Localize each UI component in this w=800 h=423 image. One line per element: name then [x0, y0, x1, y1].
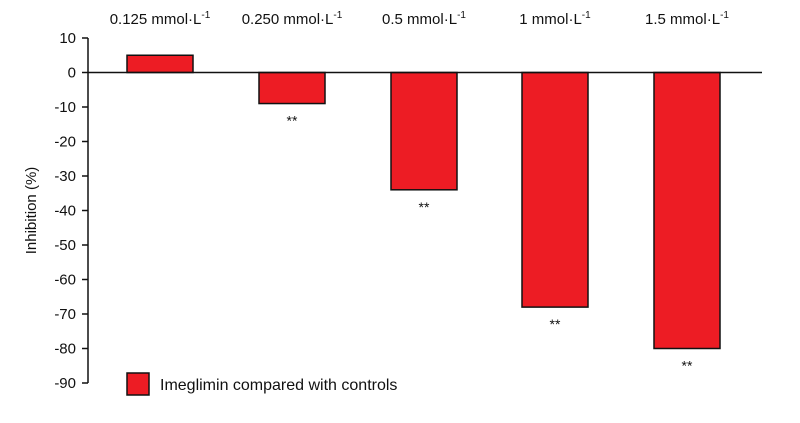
y-tick-label: -20	[54, 134, 76, 151]
category-label: 0.250 mmol·L-1	[242, 10, 343, 28]
y-tick-label: -30	[54, 168, 76, 185]
y-tick-label: 10	[59, 30, 76, 47]
category-label: 0.5 mmol·L-1	[382, 10, 466, 28]
category-label: 0.125 mmol·L-1	[110, 10, 211, 28]
y-axis-label: Inhibition (%)	[23, 167, 40, 255]
bar	[521, 71, 589, 308]
legend: Imeglimin compared with controls	[126, 372, 397, 396]
y-axis: 10 0 -10 -20 -30 -40 -50 -60 -70 -80 -90	[54, 30, 89, 392]
y-tick-label: -70	[54, 306, 76, 323]
significance-marker: **	[550, 316, 561, 332]
y-tick-label: -50	[54, 237, 76, 254]
y-tick-label: -10	[54, 99, 76, 116]
significance-marker: **	[419, 199, 430, 215]
significance-markers: ** ** ** **	[287, 113, 693, 374]
bar	[126, 54, 194, 74]
significance-marker: **	[287, 113, 298, 129]
category-label: 1 mmol·L-1	[519, 10, 591, 28]
category-label: 1.5 mmol·L-1	[645, 10, 729, 28]
bar	[653, 71, 721, 350]
y-tick-label: -40	[54, 203, 76, 220]
y-tick-label: -80	[54, 341, 76, 358]
y-tick-label: 0	[68, 65, 76, 82]
y-tick-label: -60	[54, 272, 76, 289]
category-labels: 0.125 mmol·L-1 0.250 mmol·L-1 0.5 mmol·L-1…	[110, 10, 730, 28]
bar	[258, 71, 326, 105]
bars	[126, 54, 721, 350]
legend-swatch	[126, 372, 150, 396]
y-tick-label: -90	[54, 375, 76, 392]
significance-marker: **	[682, 358, 693, 374]
bar	[390, 71, 458, 191]
legend-label: Imeglimin compared with controls	[160, 377, 397, 394]
